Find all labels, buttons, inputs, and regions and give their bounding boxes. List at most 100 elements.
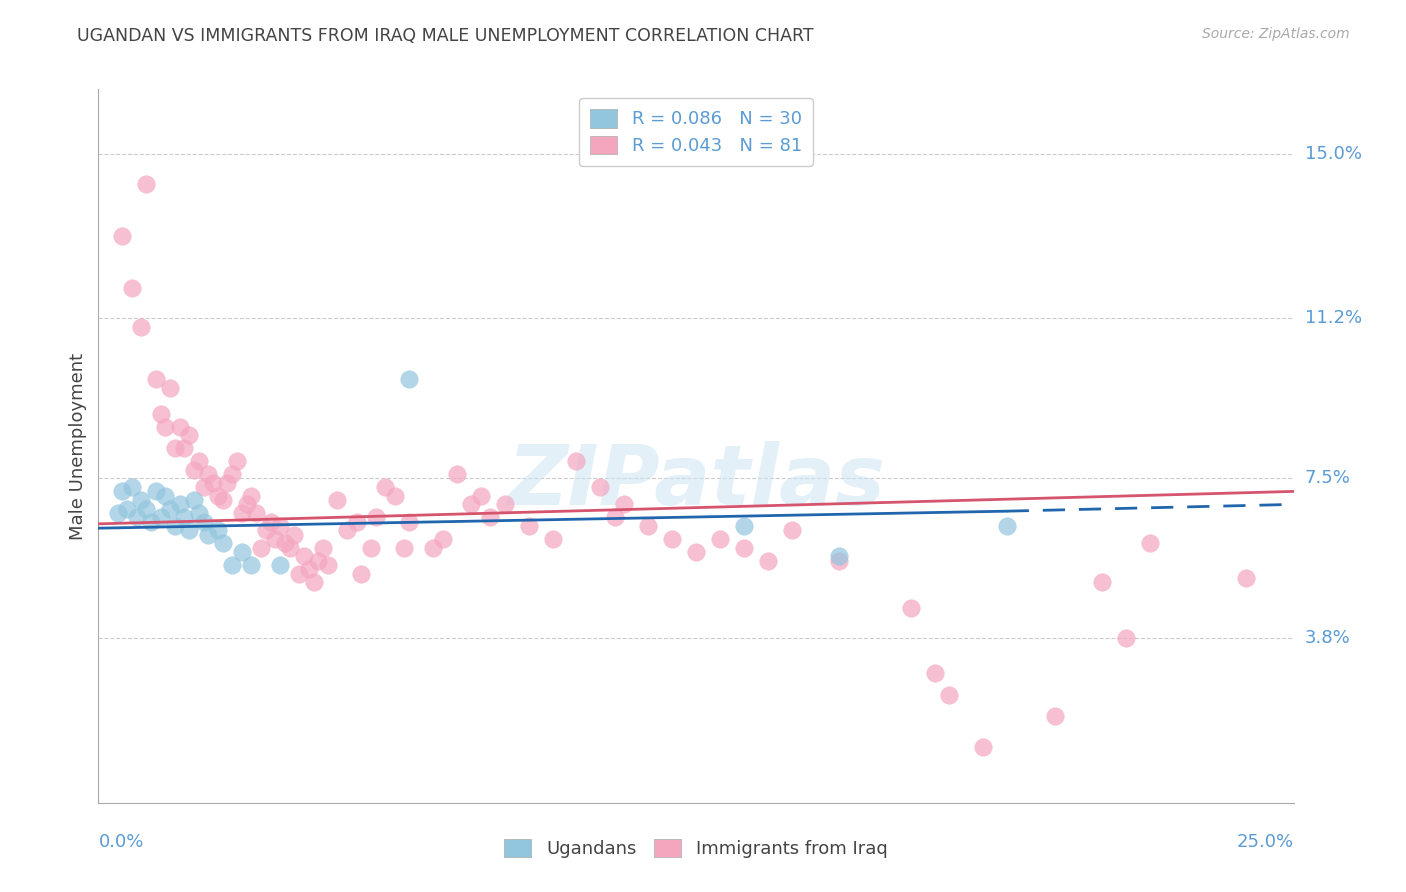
Point [264,532,287,546]
Point [432,532,454,546]
Point [250,541,273,555]
Point [780,524,803,538]
Point [541,532,564,546]
Point [995,519,1018,533]
Point [254,524,277,538]
Text: 15.0%: 15.0% [1305,145,1361,163]
Point [326,493,349,508]
Point [288,566,311,581]
Point [235,497,257,511]
Point [479,510,502,524]
Point [298,562,321,576]
Text: 7.5%: 7.5% [1305,469,1351,487]
Point [394,541,416,555]
Text: 3.8%: 3.8% [1305,630,1350,648]
Point [183,493,205,508]
Point [155,489,177,503]
Point [350,566,373,581]
Point [111,484,134,499]
Point [193,515,215,529]
Point [1115,632,1137,646]
Point [278,541,301,555]
Point [828,549,851,564]
Point [226,454,249,468]
Point [283,527,305,541]
Point [292,549,315,564]
Text: 11.2%: 11.2% [1305,310,1362,327]
Point [131,493,153,508]
Point [446,467,468,482]
Point [179,428,201,442]
Point [211,493,233,508]
Point [135,501,157,516]
Point [756,553,779,567]
Point [211,536,233,550]
Point [207,489,229,503]
Point [661,532,683,546]
Point [307,553,329,567]
Point [1043,709,1066,723]
Point [470,489,492,503]
Point [240,558,263,572]
Point [269,519,291,533]
Point [155,419,177,434]
Point [163,441,186,455]
Point [121,480,143,494]
Point [302,575,325,590]
Point [131,320,153,334]
Point [183,463,205,477]
Point [938,688,960,702]
Text: 0.0%: 0.0% [98,833,143,851]
Point [1234,571,1257,585]
Text: Source: ZipAtlas.com: Source: ZipAtlas.com [1202,27,1350,41]
Text: 25.0%: 25.0% [1236,833,1294,851]
Point [173,441,195,455]
Legend: Ugandans, Immigrants from Iraq: Ugandans, Immigrants from Iraq [505,838,887,858]
Point [169,419,191,434]
Point [589,480,612,494]
Point [613,497,636,511]
Point [828,553,851,567]
Point [398,372,420,386]
Point [422,541,444,555]
Point [900,601,922,615]
Point [733,541,755,555]
Point [972,739,994,754]
Point [145,484,167,499]
Point [149,510,172,524]
Point [259,515,281,529]
Y-axis label: Male Unemployment: Male Unemployment [69,352,87,540]
Point [685,545,707,559]
Point [202,475,225,490]
Point [115,501,138,516]
Point [565,454,588,468]
Point [163,519,186,533]
Point [364,510,387,524]
Point [125,510,148,524]
Point [240,489,263,503]
Point [316,558,339,572]
Point [135,178,157,192]
Point [193,480,215,494]
Point [111,229,134,244]
Point [207,524,229,538]
Point [312,541,335,555]
Point [221,558,243,572]
Point [231,545,253,559]
Point [517,519,540,533]
Point [709,532,731,546]
Point [221,467,243,482]
Point [398,515,420,529]
Point [121,281,143,295]
Point [149,407,172,421]
Point [360,541,382,555]
Point [231,506,253,520]
Text: UGANDAN VS IMMIGRANTS FROM IRAQ MALE UNEMPLOYMENT CORRELATION CHART: UGANDAN VS IMMIGRANTS FROM IRAQ MALE UNE… [77,27,814,45]
Point [346,515,368,529]
Point [159,381,181,395]
Text: ZIPatlas: ZIPatlas [508,442,884,522]
Point [733,519,755,533]
Point [173,510,195,524]
Point [169,497,191,511]
Point [159,501,181,516]
